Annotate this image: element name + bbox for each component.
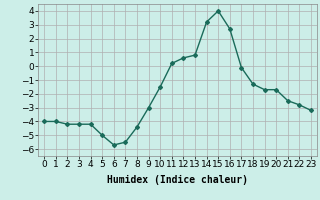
- X-axis label: Humidex (Indice chaleur): Humidex (Indice chaleur): [107, 175, 248, 185]
